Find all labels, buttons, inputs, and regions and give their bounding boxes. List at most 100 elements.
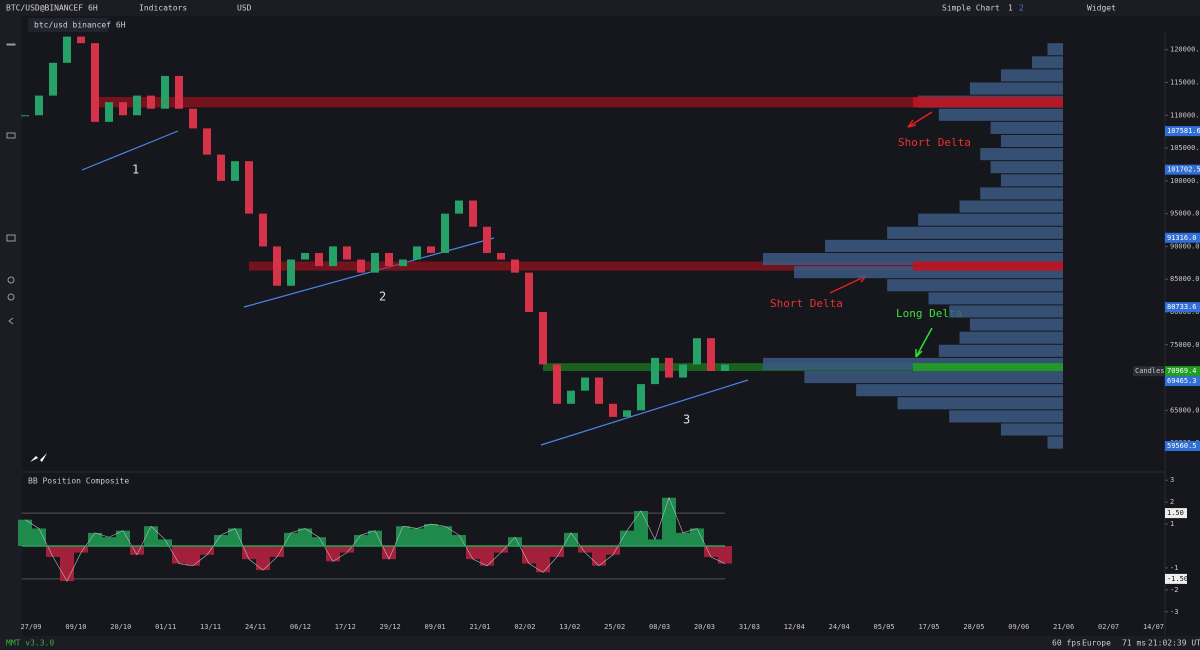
top-bar xyxy=(0,0,1200,16)
candle xyxy=(567,390,575,404)
oscillator-bar xyxy=(144,526,158,546)
trend-label: 3 xyxy=(683,413,690,427)
oscillator-bar xyxy=(522,546,536,564)
candle xyxy=(511,259,519,273)
page-button[interactable]: 2 xyxy=(1019,4,1024,13)
oscillator-bar xyxy=(564,532,578,546)
y-tick-label: 90000.0 xyxy=(1170,242,1200,250)
profile-bar xyxy=(938,108,1063,121)
candle xyxy=(315,252,323,267)
indicators-button[interactable]: Indicators xyxy=(139,4,187,13)
price-badge-label: 80733.6 xyxy=(1167,303,1197,311)
price-badge-label: 91316.0 xyxy=(1167,234,1197,242)
y-tick-label: 110000.0 xyxy=(1170,111,1200,119)
candle xyxy=(497,252,505,260)
x-tick-label: 21/01 xyxy=(469,623,490,631)
candle xyxy=(553,364,561,404)
profile-bar xyxy=(1000,423,1063,436)
y-tick-label: 3 xyxy=(1170,476,1174,484)
oscillator-bar xyxy=(340,546,354,553)
oscillator-bar xyxy=(382,546,396,560)
price-badge-label: 101702.5 xyxy=(1167,166,1200,174)
y-tick-label: 100000.0 xyxy=(1170,177,1200,185)
y-tick-label: -1 xyxy=(1170,564,1178,572)
oscillator-bar xyxy=(172,546,186,564)
oscillator-bar xyxy=(606,546,620,555)
oscillator-bar xyxy=(662,497,676,546)
oscillator-bar xyxy=(550,546,564,557)
candle xyxy=(609,403,617,417)
x-tick-label: 28/05 xyxy=(963,623,984,631)
widget-button[interactable]: Widget xyxy=(1087,4,1116,13)
tab-title[interactable]: btc/usd binancef 6H xyxy=(34,21,126,30)
price-badge-label: 59560.5 xyxy=(1167,442,1197,450)
interval[interactable]: 6H xyxy=(88,4,98,13)
x-tick-label: 31/03 xyxy=(739,623,760,631)
candle xyxy=(273,246,281,286)
status-bar xyxy=(0,636,1200,650)
symbol[interactable]: BTC/USD@BINANCEF xyxy=(6,4,83,13)
candle xyxy=(63,36,71,63)
price-badge-label: 69465.3 xyxy=(1167,377,1197,385)
profile-bar xyxy=(897,397,1063,410)
x-tick-label: 24/04 xyxy=(829,623,850,631)
oscillator-bar xyxy=(60,546,74,582)
y-tick-label: 65000.0 xyxy=(1170,406,1200,414)
oscillator-bar xyxy=(438,526,452,546)
oscillator-bar xyxy=(256,546,270,571)
candle xyxy=(707,338,715,371)
profile-bar xyxy=(938,344,1063,357)
annotation: Long Delta xyxy=(896,307,962,320)
y-tick-label: 2 xyxy=(1170,498,1174,506)
price-badge xyxy=(1165,126,1200,137)
oscillator-bar xyxy=(158,539,172,546)
toolbar-icons xyxy=(6,43,16,325)
series-badge xyxy=(1133,366,1164,377)
oscillator-bar xyxy=(578,546,592,553)
oscillator-bar xyxy=(452,535,466,546)
candle xyxy=(49,62,57,96)
candle xyxy=(35,95,43,116)
currency[interactable]: USD xyxy=(237,4,252,13)
price-badge-label: 107581.6 xyxy=(1167,127,1200,135)
candle xyxy=(385,252,393,267)
page-button[interactable]: 1 xyxy=(1008,4,1013,13)
profile-bar xyxy=(887,226,1063,239)
profile-bar xyxy=(980,187,1063,200)
candle xyxy=(469,200,477,227)
region[interactable]: Europe xyxy=(1082,639,1111,648)
price-badge xyxy=(1165,302,1200,313)
clock: 21:02:39 UTC xyxy=(1148,639,1200,648)
indicator-title: BB Position Composite xyxy=(28,477,129,486)
profile-bar xyxy=(1031,56,1063,69)
candle xyxy=(623,410,631,417)
y-tick-label: -2 xyxy=(1170,586,1178,594)
band-label: 1.50 xyxy=(1167,509,1184,517)
x-tick-label: 12/04 xyxy=(784,623,805,631)
x-tick-label: 02/02 xyxy=(514,623,535,631)
oscillator-bar xyxy=(466,546,480,560)
x-tick-label: 02/07 xyxy=(1098,623,1119,631)
oscillator-bar xyxy=(74,546,88,553)
x-tick-label: 27/09 xyxy=(20,623,41,631)
oscillator-bar xyxy=(242,546,256,560)
x-tick-label: 05/05 xyxy=(874,623,895,631)
candle xyxy=(539,311,547,365)
oscillator-bar xyxy=(284,532,298,546)
trend-label: 1 xyxy=(132,163,139,177)
x-tick-label: 09/06 xyxy=(1008,623,1029,631)
x-tick-label: 29/12 xyxy=(380,623,401,631)
layout-select[interactable]: Simple Chart xyxy=(942,4,1000,13)
x-tick-label: 17/12 xyxy=(335,623,356,631)
candle xyxy=(399,259,407,267)
profile-bar xyxy=(980,148,1063,161)
price-badge xyxy=(1165,366,1200,377)
oscillator-bar xyxy=(18,519,32,546)
y-tick-label: 1 xyxy=(1170,520,1174,528)
x-tick-label: 01/11 xyxy=(155,623,176,631)
profile-bar xyxy=(928,292,1063,305)
delta-highlight xyxy=(913,261,1063,271)
tab[interactable] xyxy=(28,18,108,32)
candle xyxy=(259,213,267,247)
